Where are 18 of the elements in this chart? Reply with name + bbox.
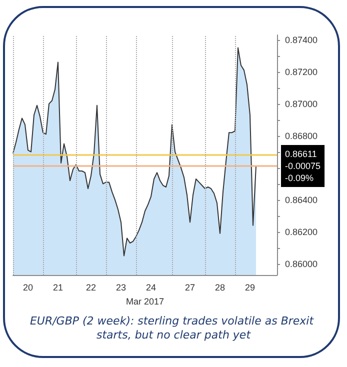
x-tick-label: 28 <box>214 282 226 292</box>
x-tick-label: 20 <box>22 282 34 292</box>
y-tick-label: 0.86200 <box>285 226 318 237</box>
y-tick-label: 0.86400 <box>285 194 318 205</box>
y-tick-label: 0.86000 <box>285 258 318 269</box>
y-tick-label: 0.86800 <box>285 130 318 141</box>
x-tick-label: 23 <box>116 282 126 292</box>
y-tick-label: 0.87400 <box>285 34 318 45</box>
x-tick-label: 21 <box>52 282 64 292</box>
x-tick-label: 24 <box>146 282 156 292</box>
y-tick-label: 0.87200 <box>285 66 318 77</box>
x-tick-label: 27 <box>184 282 196 292</box>
y-tick-label: 0.87000 <box>285 98 318 109</box>
ref-line-label: 0.86611 -0.00075 -0.09% <box>285 149 321 184</box>
x-tick-label: 29 <box>244 282 256 292</box>
x-tick-label: 22 <box>86 282 96 292</box>
text: EUR/GBP (2 week): sterling trades volatile as Brexit starts, but no clear path yet <box>30 314 318 342</box>
x-axis-title: Mar 2017 <box>126 296 164 306</box>
